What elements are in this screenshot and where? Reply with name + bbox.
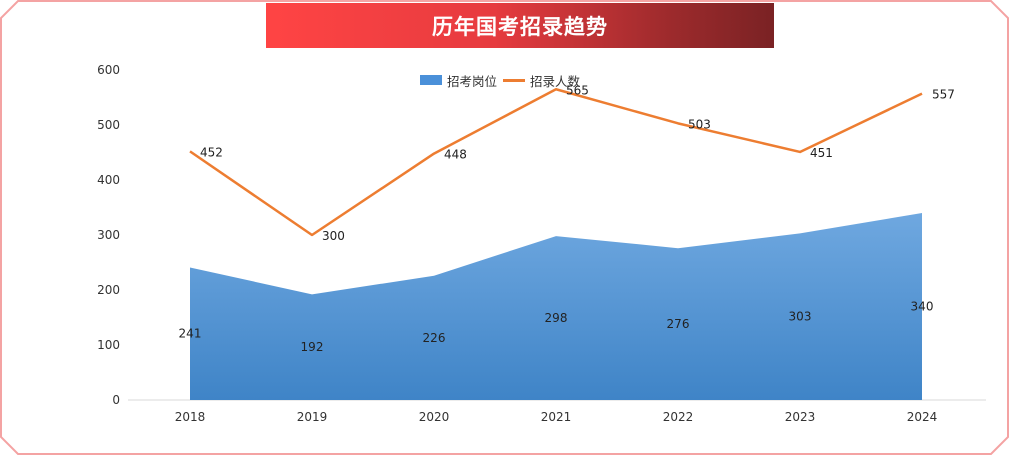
series-positions xyxy=(190,213,922,400)
x-tick-label: 2024 xyxy=(907,410,938,424)
x-tick-label: 2023 xyxy=(785,410,816,424)
chart-legend: 招考岗位 招录人数 xyxy=(420,70,586,90)
area-data-label: 303 xyxy=(789,310,812,324)
y-tick-label: 500 xyxy=(97,118,120,132)
x-tick-label: 2020 xyxy=(419,410,450,424)
area-fill xyxy=(190,213,922,400)
line-data-label: 451 xyxy=(810,146,833,160)
legend-swatch-area xyxy=(420,75,442,85)
legend-label-recruits: 招录人数 xyxy=(530,73,581,89)
y-tick-label: 400 xyxy=(97,173,120,187)
line-data-label: 503 xyxy=(688,117,711,131)
line-data-label: 557 xyxy=(932,88,955,102)
legend-item-recruits: 招录人数 xyxy=(503,71,580,90)
x-tick-label: 2022 xyxy=(663,410,694,424)
y-axis: 0 100 200 300 400 500 600 xyxy=(97,63,120,407)
x-tick-label: 2021 xyxy=(541,410,572,424)
legend-swatch-line xyxy=(503,78,526,82)
area-data-label: 192 xyxy=(301,340,324,354)
area-data-label: 340 xyxy=(911,300,934,314)
series-recruits xyxy=(189,88,923,237)
area-data-label: 298 xyxy=(545,311,568,325)
line-data-label: 300 xyxy=(322,229,345,243)
x-tick-label: 2018 xyxy=(175,410,206,424)
y-tick-label: 200 xyxy=(97,283,120,297)
x-tick-label: 2019 xyxy=(297,410,328,424)
chart-title: 历年国考招录趋势 xyxy=(432,14,608,39)
line-data-label: 448 xyxy=(444,148,467,162)
y-tick-label: 300 xyxy=(97,228,120,242)
line-data-label: 565 xyxy=(566,83,589,97)
y-tick-label: 0 xyxy=(112,393,120,407)
area-data-label: 226 xyxy=(423,331,446,345)
y-tick-label: 600 xyxy=(97,63,120,77)
line-path xyxy=(189,88,923,237)
legend-item-positions: 招考岗位 xyxy=(420,71,497,90)
area-data-label: 276 xyxy=(667,317,690,331)
legend-label-positions: 招考岗位 xyxy=(447,73,498,89)
line-data-label: 452 xyxy=(200,145,223,159)
data-labels: 452 300 448 565 503 451 557 241 192 226 298 276 303 3… xyxy=(179,83,955,354)
area-data-label: 241 xyxy=(179,327,202,341)
title-banner: 历年国考招录趋势 xyxy=(266,3,774,48)
x-axis: 2018 2019 2020 2021 2022 2023 2024 xyxy=(128,399,986,424)
y-tick-label: 100 xyxy=(97,338,120,352)
